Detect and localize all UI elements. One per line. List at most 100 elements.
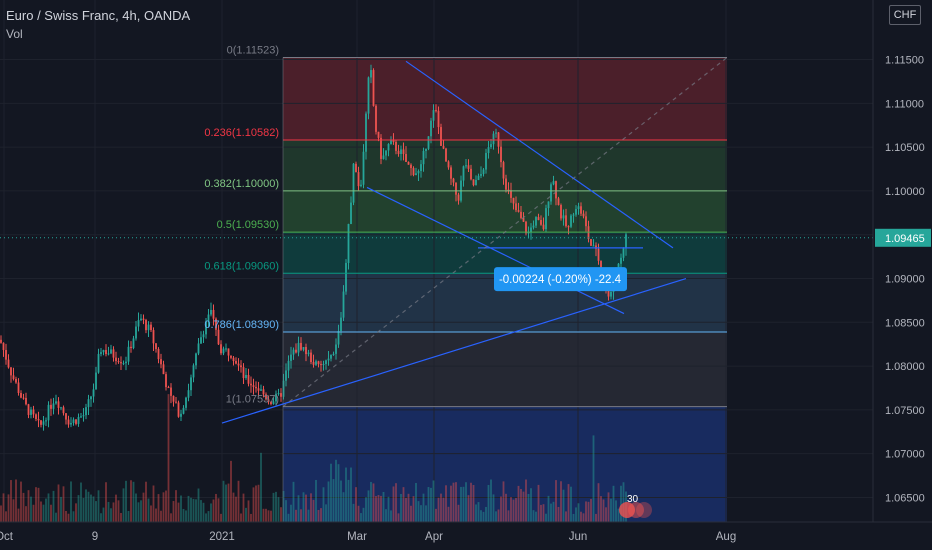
volume-bar [587, 501, 590, 522]
volume-bar [582, 513, 585, 522]
candle-body [577, 206, 580, 210]
volume-bar [122, 488, 125, 522]
candle-body [432, 110, 435, 121]
volume-bar [575, 507, 577, 522]
volume-bar [442, 497, 445, 522]
volume-bar [365, 497, 367, 522]
candle-body [195, 353, 197, 366]
candle-body [587, 226, 590, 240]
volume-bar [327, 481, 330, 522]
candle-body [355, 163, 357, 173]
currency-button[interactable]: CHF [889, 5, 921, 25]
volume-bar [20, 481, 22, 522]
candle-body [430, 120, 432, 137]
time-axis: Oct 9 2021 Mar Apr Jun Aug [0, 521, 932, 550]
candle-body [327, 358, 330, 361]
candle-body [552, 181, 555, 185]
volume-bar [472, 485, 475, 522]
candle-body [215, 318, 217, 330]
volume-bar [160, 510, 162, 522]
volume-bar [77, 495, 80, 522]
volume-bar [300, 509, 302, 522]
volume-bar [10, 480, 12, 522]
volume-bar [527, 493, 530, 522]
volume-bar [422, 493, 425, 522]
volume-bar [395, 483, 397, 522]
candle-body [622, 247, 625, 258]
candle-body [187, 390, 190, 398]
candle-body [292, 349, 295, 355]
volume-bar [427, 487, 430, 522]
volume-bar [225, 484, 227, 522]
candle-body [475, 179, 477, 186]
candle-body [90, 396, 92, 400]
volume-bar [200, 500, 202, 522]
volume-bar [512, 499, 515, 522]
volume-bar [132, 481, 135, 522]
volume-bar [245, 507, 247, 522]
volume-bar [390, 510, 392, 522]
volume-bar [227, 483, 230, 522]
volume-bar [560, 481, 562, 522]
candle-body [477, 175, 480, 180]
volume-bar [425, 505, 427, 522]
volume-bar [202, 502, 205, 522]
candle-body [220, 344, 222, 354]
candle-body [110, 349, 112, 354]
current-price-tag [875, 228, 931, 247]
volume-bar [197, 488, 200, 522]
volume-bar [412, 496, 415, 522]
candle-body [405, 153, 407, 162]
volume-bar [105, 482, 107, 522]
candle-body [472, 179, 475, 186]
candle-body [535, 217, 537, 226]
candle-body [275, 393, 277, 402]
candle-body [437, 110, 440, 128]
volume-bar [530, 488, 532, 522]
candle-body [625, 234, 627, 248]
candle-body [240, 365, 242, 368]
volume-bar [310, 493, 312, 522]
volume-bar [87, 491, 90, 522]
volume-bar [552, 501, 555, 522]
candle-body [157, 349, 160, 360]
volume-bar [402, 487, 405, 522]
chart-title[interactable]: Euro / Swiss Franc, 4h, OANDA [6, 8, 191, 23]
volume-bar [330, 463, 332, 522]
candle-body [342, 291, 345, 318]
volume-bar [260, 452, 262, 522]
candle-body [377, 131, 380, 138]
candle-body [170, 387, 172, 396]
candle-body [122, 363, 125, 365]
candle-body [300, 342, 302, 350]
volume-bar [317, 509, 320, 522]
candle-body [435, 110, 437, 112]
volume-bar [232, 492, 235, 522]
volume-bar [47, 493, 50, 522]
volume-bar [235, 496, 237, 522]
candle-body [60, 407, 62, 409]
candle-body [590, 239, 592, 246]
volume-bar [312, 499, 315, 522]
volume-bar [435, 508, 437, 522]
volume-bar [485, 506, 487, 522]
candle-body [145, 319, 147, 331]
candle-body [407, 161, 410, 165]
volume-bar [347, 479, 350, 522]
volume-bar [370, 481, 372, 522]
volume-bar [17, 508, 20, 522]
volume-legend[interactable]: Vol [6, 27, 23, 41]
candle-body [337, 331, 340, 345]
candle-body [237, 363, 240, 366]
candle-body [305, 347, 307, 355]
candle-body [315, 361, 317, 365]
candle-body [545, 208, 547, 230]
volume-bar [62, 486, 65, 522]
candle-body [280, 393, 282, 397]
volume-bar [27, 490, 30, 522]
candle-body [125, 361, 127, 364]
price-tick-label: 1.06500 [885, 492, 925, 504]
volume-bar [142, 492, 145, 522]
candle-body [580, 206, 582, 214]
